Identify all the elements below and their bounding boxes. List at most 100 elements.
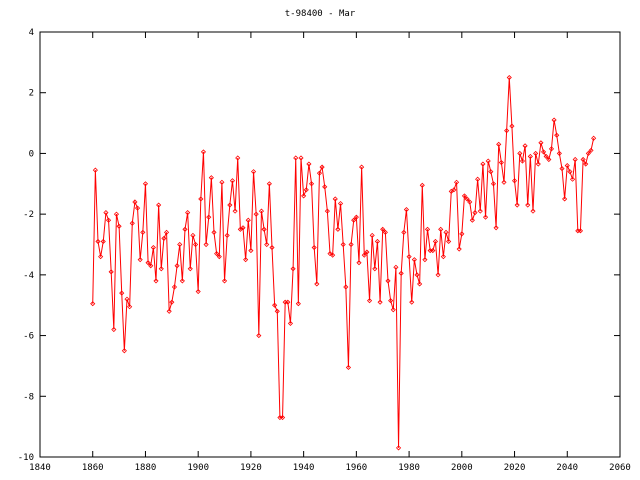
data-point <box>145 260 151 266</box>
data-point <box>443 229 449 235</box>
y-tick-label: 4 <box>29 28 34 38</box>
data-point <box>459 231 465 237</box>
data-point <box>514 202 520 208</box>
data-point <box>171 284 178 290</box>
data-point <box>559 166 565 172</box>
data-point <box>206 214 212 220</box>
data-point <box>92 167 98 173</box>
data-point <box>501 179 507 185</box>
data-point <box>142 181 149 187</box>
data-point <box>190 232 196 238</box>
x-tick-label: 1920 <box>240 463 262 473</box>
data-point <box>311 244 317 251</box>
data-point <box>422 257 428 263</box>
y-tick-label: -6 <box>23 332 34 342</box>
data-point <box>214 251 220 257</box>
plot-frame <box>39 31 621 458</box>
x-tick-label: 2060 <box>609 463 631 473</box>
data-point <box>496 141 502 147</box>
data-point <box>356 260 362 266</box>
data-point <box>511 178 518 184</box>
data-point <box>245 217 251 223</box>
data-point <box>527 153 533 160</box>
data-point <box>90 301 96 307</box>
data-point <box>158 266 164 272</box>
data-point <box>264 241 270 248</box>
data-point <box>261 226 267 232</box>
data-point <box>475 176 481 182</box>
data-point <box>285 299 291 305</box>
data-point <box>364 249 370 255</box>
data-point <box>124 296 130 302</box>
data-point <box>250 169 257 175</box>
data-point <box>232 208 238 214</box>
data-point <box>174 263 180 269</box>
data-point <box>390 307 396 313</box>
data-point <box>451 187 457 193</box>
data-point <box>148 263 154 269</box>
data-point <box>324 208 330 214</box>
data-point <box>446 238 452 245</box>
data-point <box>100 238 106 245</box>
y-tick-label: -10 <box>18 453 34 463</box>
data-point <box>575 228 581 234</box>
data-point <box>519 158 526 164</box>
data-point <box>509 123 515 129</box>
data-point <box>388 298 394 304</box>
data-point <box>535 161 541 167</box>
data-point <box>293 155 299 161</box>
data-point <box>440 254 446 260</box>
data-point <box>330 252 336 258</box>
data-point <box>554 132 560 138</box>
data-point <box>298 155 304 161</box>
x-tick-label: 1980 <box>398 463 420 473</box>
data-point <box>229 178 236 184</box>
data-point <box>253 211 259 217</box>
data-point <box>240 225 246 231</box>
data-point <box>366 298 373 304</box>
data-point <box>588 147 594 153</box>
data-line <box>92 77 595 448</box>
data-point <box>340 241 346 248</box>
data-point <box>591 135 597 141</box>
data-point <box>361 252 367 258</box>
data-point <box>108 269 114 275</box>
data-point <box>530 208 536 214</box>
x-tick-label: 1840 <box>29 463 51 473</box>
data-point <box>345 364 352 371</box>
data-point <box>546 156 552 163</box>
data-point <box>533 150 539 156</box>
data-point <box>551 117 557 123</box>
data-point <box>161 235 167 241</box>
data-point <box>319 164 325 170</box>
y-tick-label: 2 <box>29 89 34 99</box>
data-point <box>127 304 133 310</box>
data-point <box>198 196 204 202</box>
data-point <box>359 164 365 170</box>
data-point <box>121 348 127 354</box>
data-point <box>227 202 233 208</box>
data-point <box>179 278 185 284</box>
data-point <box>129 220 135 226</box>
data-point <box>216 254 222 260</box>
data-point <box>543 153 549 160</box>
data-point <box>469 217 475 223</box>
data-point <box>98 254 104 260</box>
x-tick-label: 2040 <box>556 463 578 473</box>
data-point <box>332 196 338 202</box>
data-point <box>279 414 286 421</box>
data-point <box>406 254 412 260</box>
data-point <box>248 248 254 254</box>
data-point <box>504 128 510 134</box>
x-tick-label: 2000 <box>451 463 473 473</box>
y-tick-label: -4 <box>23 271 34 281</box>
data-point <box>393 264 399 270</box>
data-point <box>140 229 146 235</box>
data-point <box>224 232 230 238</box>
data-point <box>562 196 568 202</box>
data-point <box>417 281 423 287</box>
data-point <box>208 175 214 181</box>
data-point <box>353 214 359 220</box>
data-point <box>266 181 272 187</box>
